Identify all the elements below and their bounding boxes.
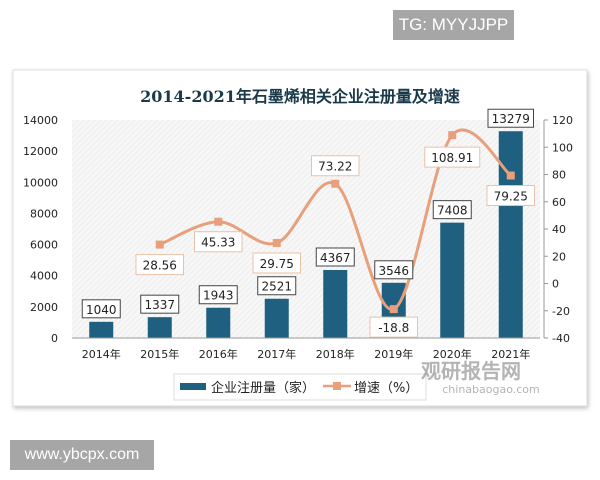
bar-label-box (432, 200, 472, 220)
source-logo-url: chinabaogao.com (442, 383, 540, 396)
bar-label-box (257, 276, 297, 296)
growth-data-label: 29.75 (260, 257, 294, 271)
growth-label-box (311, 155, 360, 177)
bar (498, 131, 523, 338)
growth-label-box (424, 146, 481, 168)
source-logo-name: 观研报告网 (421, 359, 521, 383)
x-tick-label: 2017年 (257, 347, 296, 361)
x-tick-label: 2016年 (199, 347, 238, 361)
bar-data-label: 1040 (86, 303, 117, 317)
bar-data-label: 7408 (437, 204, 468, 218)
growth-label-box (369, 316, 418, 338)
bar-label-box (198, 285, 238, 305)
x-tick-label: 2014年 (82, 347, 121, 361)
right-tick-label: 100 (552, 141, 573, 154)
left-tick-label: 0 (51, 332, 58, 345)
bar (147, 317, 172, 338)
left-tick-label: 2000 (30, 301, 58, 314)
bar (264, 298, 289, 338)
growth-data-label: 28.56 (143, 259, 177, 273)
watermark-top: TG: MYYJJPP (393, 10, 514, 40)
growth-label-box (252, 252, 301, 274)
source-logo: 观研报告网 chinabaogao.com (421, 359, 540, 396)
bar-data-label: 1943 (203, 289, 234, 303)
bar (440, 222, 465, 338)
legend-bar-label: 企业注册量（家） (211, 380, 315, 396)
legend-line-marker (333, 382, 341, 390)
x-tick-label: 2021年 (491, 347, 530, 361)
growth-marker (448, 131, 457, 140)
growth-label-box (135, 254, 184, 276)
growth-label-box (194, 231, 243, 253)
growth-marker (272, 238, 281, 247)
growth-label-box (486, 185, 535, 207)
chart-title: 2014-2021年石墨烯相关企业注册量及增速 (140, 87, 460, 106)
bar-label-box (487, 108, 534, 128)
left-tick-label: 6000 (30, 239, 58, 252)
bar-data-label: 13279 (492, 112, 530, 126)
bar-label-box (374, 260, 414, 280)
growth-data-label: -18.8 (378, 321, 409, 335)
bar-data-label: 1337 (144, 298, 175, 312)
growth-marker (331, 179, 340, 188)
x-tick-label: 2018年 (316, 347, 355, 361)
growth-data-label: 73.22 (318, 160, 352, 174)
bar (323, 269, 348, 338)
x-tick-label: 2019年 (374, 347, 413, 361)
left-tick-label: 14000 (23, 114, 58, 127)
right-tick-label: 40 (552, 223, 566, 236)
growth-data-label: 79.25 (494, 190, 528, 204)
growth-marker (389, 305, 398, 314)
right-tick-label: 20 (552, 250, 566, 263)
left-tick-label: 4000 (30, 270, 58, 283)
bar (89, 321, 114, 338)
bar-data-label: 2521 (261, 280, 292, 294)
x-tick-label: 2015年 (140, 347, 179, 361)
legend-bar-swatch (180, 383, 206, 390)
legend-box (173, 373, 427, 401)
right-tick-label: -40 (552, 332, 570, 345)
left-tick-label: 10000 (23, 176, 58, 189)
bar-label-box (140, 294, 180, 314)
x-tick-label: 2020年 (433, 347, 472, 361)
growth-marker (155, 240, 164, 249)
watermark-bottom: www.ybcpx.com (10, 440, 154, 470)
left-tick-label: 12000 (23, 145, 58, 158)
legend-line-label: 增速（%） (354, 381, 418, 396)
bar-data-label: 3546 (378, 264, 409, 278)
growth-marker (214, 217, 223, 226)
right-tick-label: 120 (552, 114, 573, 127)
bar (206, 307, 231, 338)
right-tick-label: -20 (552, 305, 570, 318)
growth-marker (506, 171, 515, 180)
right-tick-label: 80 (552, 169, 566, 182)
bar-label-box (81, 299, 121, 319)
bar-label-box (315, 247, 355, 267)
bar-data-label: 4367 (320, 251, 351, 265)
legend: 企业注册量（家） 增速（%） (173, 373, 427, 401)
left-tick-label: 8000 (30, 207, 58, 220)
growth-data-label: 45.33 (201, 236, 235, 250)
right-tick-label: 0 (552, 278, 559, 291)
right-tick-label: 60 (552, 196, 566, 209)
growth-data-label: 108.91 (431, 151, 473, 165)
